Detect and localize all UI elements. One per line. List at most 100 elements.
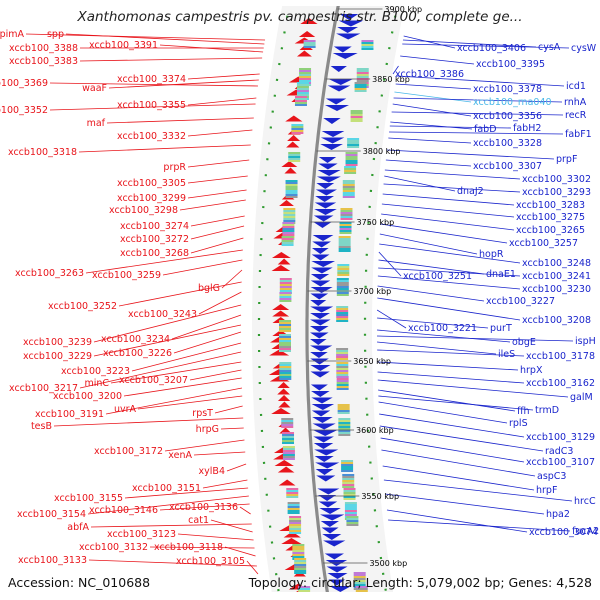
label-connector [131, 342, 242, 372]
cog-color-bar [339, 228, 352, 230]
cog-color-bar [279, 344, 292, 346]
cog-color-bar [342, 482, 355, 484]
cog-color-bar [289, 516, 302, 518]
label-connector [402, 39, 537, 48]
label-connector [210, 519, 253, 533]
cog-color-bar [282, 228, 295, 230]
reverse-gene-arrow [278, 479, 296, 486]
label-connector [396, 75, 565, 87]
cog-color-bar [279, 372, 292, 374]
label-connector [214, 405, 243, 414]
reverse-gene-arrow [269, 349, 290, 356]
cog-color-bar [338, 434, 351, 436]
cog-color-bar [336, 312, 349, 314]
cog-color-bar [341, 464, 354, 466]
gene-label-xccb100_3229: xccb100_3229 [23, 351, 92, 362]
cog-color-bar [361, 40, 374, 42]
gene-label-tesB: tesB [31, 421, 52, 432]
forward-gene-arrow [315, 462, 340, 469]
cog-color-bar [356, 70, 369, 72]
forward-gene-arrow [324, 553, 344, 560]
cog-color-bar [340, 218, 353, 220]
cog-color-bar [282, 452, 295, 454]
reverse-gene-arrow [271, 408, 291, 414]
label-connector [93, 324, 242, 357]
cog-color-bar [282, 230, 295, 232]
cog-color-bar [294, 102, 307, 104]
forward-gene-arrow [311, 267, 333, 274]
cog-color-bar [282, 234, 295, 236]
gene-label-xccb100_3352: xccb100_3352 [0, 105, 48, 116]
label-connector [171, 314, 242, 340]
cog-color-bar [292, 552, 305, 554]
cog-color-bar [342, 194, 355, 196]
cog-color-bar [336, 380, 349, 382]
gene-label-xccb100_rna040: xccb100_rna040 [473, 97, 552, 108]
cog-color-bar [356, 76, 369, 78]
forward-gene-arrow [321, 131, 345, 137]
cog-color-bar [281, 244, 294, 246]
gene-label-rpsT: rpsT [192, 408, 213, 419]
reverse-gene-arrow [277, 466, 295, 473]
cog-color-bar [342, 180, 355, 182]
label-connector [400, 55, 475, 65]
gene-label-xccb100_3305: xccb100_3305 [117, 178, 186, 189]
cog-color-bar [342, 486, 355, 488]
label-connector [394, 91, 472, 103]
gene-label-rplS: rplS [509, 418, 528, 429]
cog-color-bar [343, 488, 356, 490]
cog-color-bar [347, 142, 360, 144]
cog-color-bar [345, 164, 358, 166]
gene-label-fucA2: fucA2 [572, 526, 599, 537]
forward-gene-arrow [318, 501, 338, 508]
cog-color-bar [281, 236, 294, 238]
cog-color-bar [339, 222, 352, 224]
cog-color-bar [344, 168, 357, 170]
topology-text: Topology: circular; Length: 5,079,002 bp… [248, 575, 592, 590]
cog-color-bar [343, 492, 356, 494]
cog-color-bar [296, 94, 309, 96]
forward-gene-arrow [319, 508, 341, 514]
reverse-gene-arrow [278, 401, 291, 408]
label-connector [202, 479, 248, 489]
forward-gene-arrow [310, 313, 330, 319]
gene-label-xccb100_3226: xccb100_3226 [103, 348, 172, 359]
gene-label-dnaJ2: dnaJ2 [457, 186, 484, 197]
cog-color-bar [336, 314, 349, 316]
gene-label-xccb100_3395: xccb100_3395 [476, 59, 545, 70]
forward-gene-arrow [316, 176, 341, 183]
cog-color-bar [289, 522, 302, 524]
label-connector [390, 121, 473, 130]
cog-color-bar [341, 460, 354, 462]
gene-label-xccb100_3374: xccb100_3374 [117, 74, 186, 85]
label-connector [377, 341, 497, 355]
forward-gene-arrow [310, 345, 333, 352]
gene-label-xccb100_3162: xccb100_3162 [526, 378, 595, 389]
cog-color-bar [350, 116, 363, 118]
label-connector [392, 65, 399, 75]
forward-gene-arrow [337, 27, 359, 33]
cog-color-bar [279, 336, 292, 338]
forward-gene-arrow [312, 235, 334, 241]
label-connector [118, 281, 242, 307]
gene-label-xccb100_3406: xccb100_3406 [457, 43, 526, 54]
reverse-gene-arrow [287, 135, 301, 141]
label-connector [380, 223, 508, 244]
cog-color-bar [361, 44, 374, 46]
cog-color-bar [279, 290, 292, 292]
gene-label-xccb100_3133: xccb100_3133 [18, 555, 87, 566]
label-connector [379, 413, 525, 438]
cog-color-bar [336, 352, 349, 354]
gene-label-xccb100_3241: xccb100_3241 [522, 271, 591, 282]
cog-color-bar [340, 210, 353, 212]
cog-color-bar [286, 492, 299, 494]
cog-color-bar [342, 478, 355, 480]
cog-color-bar [353, 584, 366, 586]
cog-color-bar [344, 508, 357, 510]
label-connector [393, 97, 563, 103]
gene-label-xccb100_3328: xccb100_3328 [473, 138, 542, 149]
gene-label-trmD: trmD [535, 405, 559, 416]
label-connector [198, 291, 242, 315]
cog-color-bar [281, 424, 294, 426]
label-connector [105, 387, 243, 415]
